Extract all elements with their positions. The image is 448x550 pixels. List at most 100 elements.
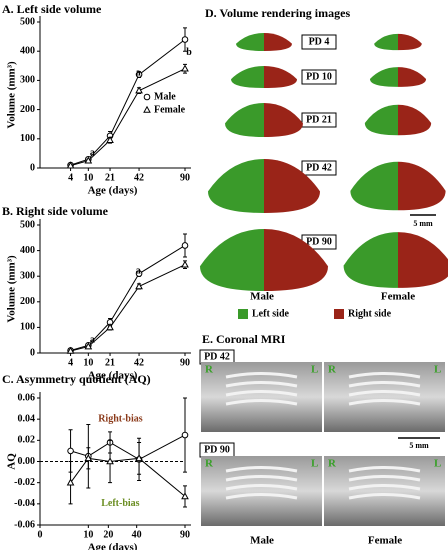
- brain-left: [374, 33, 398, 51]
- mri-fold: [348, 493, 421, 500]
- panel-title: E. Coronal MRI: [202, 332, 286, 346]
- x-axis-label: Age (days): [88, 370, 138, 382]
- mri-fold: [225, 372, 298, 379]
- brain-right: [398, 232, 448, 288]
- marker: [66, 346, 75, 354]
- annotation: a: [90, 148, 95, 159]
- side-label: L: [434, 364, 441, 376]
- marker: [66, 478, 75, 486]
- x-tick-label: 90: [180, 529, 190, 540]
- chart-title: C. Asymmetry quotient (AQ): [2, 372, 151, 386]
- mri-fold: [225, 484, 298, 491]
- scale-label: 5 mm: [409, 441, 429, 450]
- marker: [135, 282, 143, 290]
- y-tick-label: 200: [20, 104, 35, 115]
- x-tick-label: 20: [103, 529, 113, 540]
- legend-swatch: [334, 309, 344, 319]
- x-axis-label: Age (days): [88, 185, 138, 197]
- marker: [106, 136, 114, 144]
- brain-right: [398, 161, 446, 211]
- x-tick-label: 40: [132, 529, 142, 540]
- marker: [106, 323, 114, 331]
- brain-left: [200, 229, 264, 291]
- marker: [181, 431, 189, 439]
- mri-fold: [225, 381, 298, 388]
- row-label: PD 4: [309, 36, 330, 47]
- marker: [181, 64, 189, 72]
- side-label: R: [205, 364, 214, 376]
- row-label: PD 42: [204, 351, 230, 362]
- y-tick-label: -0.06: [14, 519, 35, 530]
- row-label-box: [301, 69, 337, 85]
- y-axis-label: Volume (mm³): [6, 255, 18, 323]
- brain-left: [343, 232, 398, 288]
- brain-left: [364, 104, 398, 136]
- brain-left: [236, 33, 264, 51]
- mri-fold: [348, 466, 421, 473]
- x-tick-label: 4: [68, 357, 73, 368]
- y-tick-label: 500: [20, 219, 35, 230]
- series-line: [70, 457, 186, 497]
- marker: [66, 161, 75, 169]
- y-tick-label: 300: [20, 75, 35, 86]
- brain-left: [208, 159, 264, 213]
- mri-fold: [225, 399, 298, 406]
- side-label: L: [311, 364, 318, 376]
- legend-label: Male: [154, 91, 176, 102]
- brain-left: [231, 66, 264, 88]
- brain-right: [264, 229, 328, 291]
- mri-fold: [348, 381, 421, 388]
- annotation: b: [186, 47, 192, 58]
- legend-swatch: [238, 309, 248, 319]
- mri-fold: [225, 475, 298, 482]
- brain-left: [225, 103, 264, 137]
- chart-title: B. Right side volume: [2, 204, 109, 218]
- marker: [135, 71, 143, 78]
- scale-label: 5 mm: [413, 219, 433, 228]
- marker: [181, 36, 189, 43]
- marker: [135, 86, 143, 94]
- row-label-box: [301, 112, 337, 128]
- y-axis-label: AQ: [6, 453, 18, 470]
- x-axis-label: Age (days): [88, 542, 138, 550]
- marker: [84, 454, 93, 462]
- row-label: PD 21: [306, 114, 332, 125]
- y-tick-label: 500: [20, 16, 35, 27]
- y-tick-label: 400: [20, 245, 35, 256]
- x-tick-label: 0: [38, 529, 43, 540]
- row-label: PD 42: [306, 162, 332, 173]
- mri-fold: [225, 466, 298, 473]
- mri-fold: [225, 493, 298, 500]
- x-tick-label: 10: [83, 172, 93, 183]
- side-label: R: [205, 458, 214, 470]
- x-tick-label: 90: [180, 172, 190, 183]
- marker: [67, 447, 74, 455]
- x-tick-label: 42: [134, 172, 144, 183]
- row-label: PD 10: [306, 71, 332, 82]
- y-tick-label: 0.00: [18, 456, 36, 467]
- brain-left: [350, 161, 398, 211]
- y-tick-label: 0: [30, 162, 35, 173]
- brain-right: [398, 104, 432, 136]
- row-label: PD 90: [204, 444, 230, 455]
- side-label: L: [311, 458, 318, 470]
- column-label: Female: [381, 291, 415, 303]
- y-tick-label: 200: [20, 296, 35, 307]
- x-tick-label: 10: [83, 357, 93, 368]
- y-tick-label: 0.02: [18, 435, 36, 446]
- panel-title: D. Volume rendering images: [205, 6, 350, 20]
- mri-fold: [348, 399, 421, 406]
- chart-title: A. Left side volume: [2, 2, 102, 16]
- legend-label: Left side: [252, 308, 290, 319]
- row-label-box: [301, 160, 337, 176]
- y-tick-label: -0.04: [14, 498, 35, 509]
- legend-label: Female: [154, 104, 186, 115]
- y-axis-label: Volume (mm³): [6, 61, 18, 129]
- brain-right: [398, 67, 427, 87]
- mri-fold: [225, 390, 298, 397]
- brain-right: [264, 66, 297, 88]
- x-tick-label: 90: [180, 357, 190, 368]
- side-label: R: [328, 458, 337, 470]
- y-tick-label: 100: [20, 322, 35, 333]
